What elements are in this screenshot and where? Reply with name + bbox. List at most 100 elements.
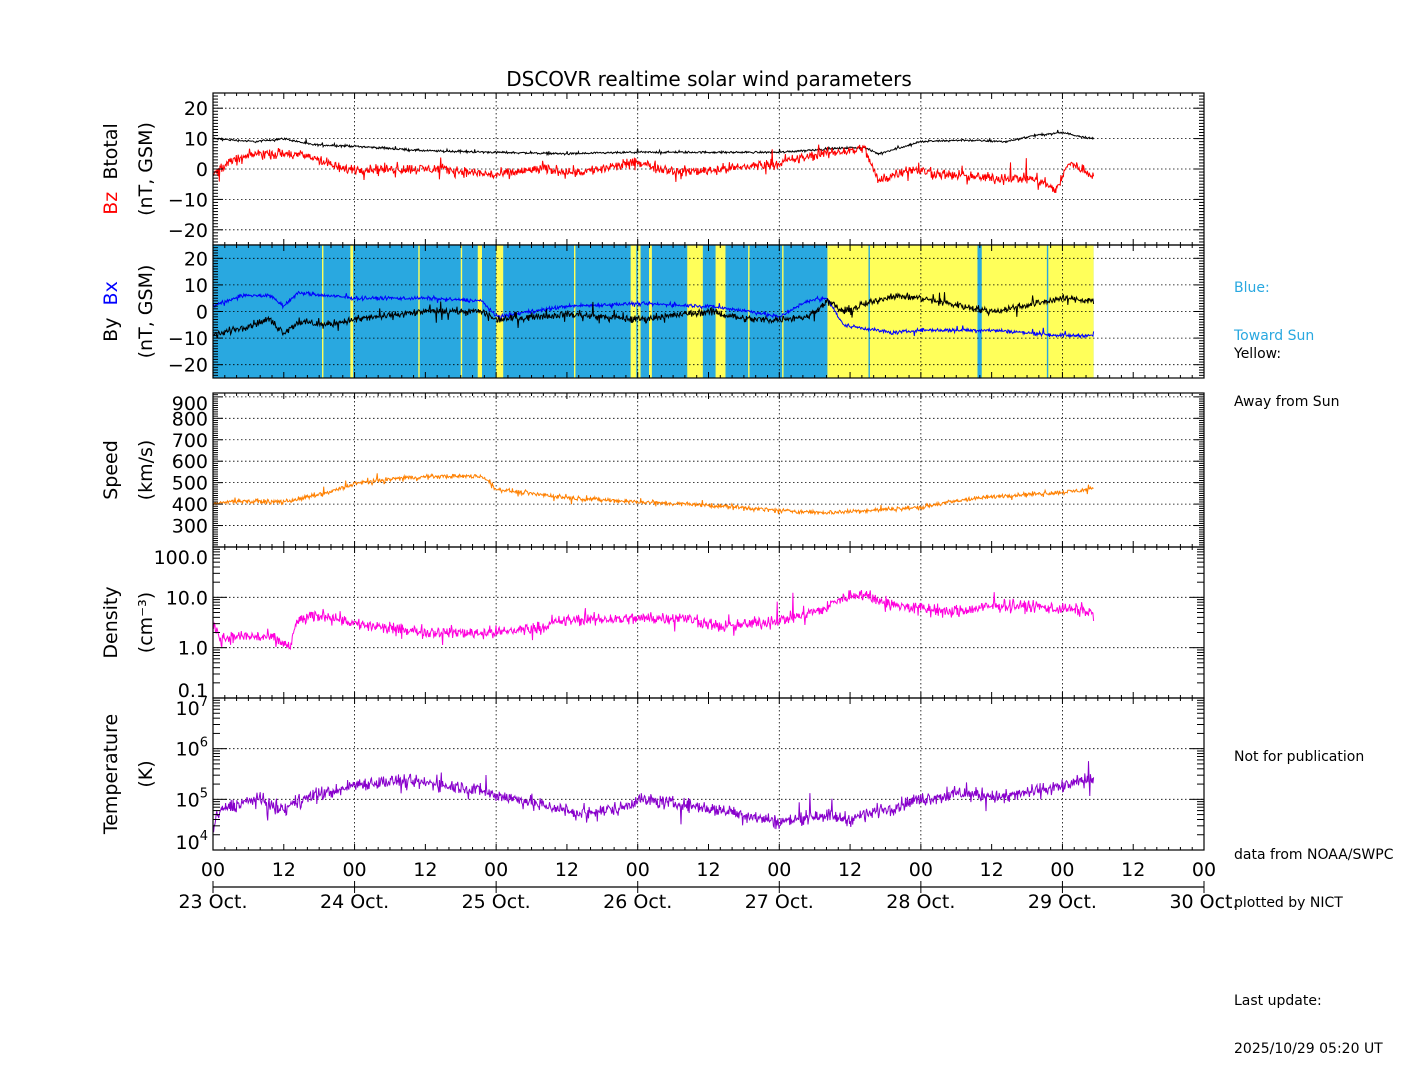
away-sun-band (574, 245, 576, 378)
away-sun-band (418, 245, 420, 378)
y-axis-unit: (nT, GSM) (135, 122, 157, 216)
legend-blue-desc: Toward Sun (1234, 328, 1315, 344)
away-sun-band (322, 245, 324, 378)
y-tick-label: 1.0 (178, 638, 208, 660)
solar-wind-chart: DSCOVR realtime solar wind parameters 20… (100, 67, 1239, 913)
away-sun-band (350, 245, 354, 378)
chart-title: DSCOVR realtime solar wind parameters (506, 67, 912, 91)
panel-frame (212, 697, 1205, 851)
x-hour-label: 12 (1121, 859, 1145, 881)
y-axis-label-part: Btotal (100, 123, 122, 192)
y-tick-label: 104 (176, 829, 208, 854)
away-sun-band (715, 245, 726, 378)
y-tick-label: 100.0 (154, 547, 208, 569)
y-axis-unit: (K) (135, 760, 157, 787)
y-tick-label: 800 (172, 408, 208, 430)
y-axis-label-part: Bx (100, 281, 122, 317)
y-tick-label: 10 (184, 129, 208, 151)
series-bx (213, 290, 1095, 339)
legend-blue-title: Blue: (1234, 280, 1270, 296)
y-axis-label-part: Density (100, 586, 122, 658)
y-axis-label-part: Temperature (100, 714, 122, 835)
away-sun-band (782, 245, 784, 378)
x-hour-label: 00 (484, 859, 508, 881)
x-date-label: 25 Oct. (462, 891, 531, 913)
series-density (213, 590, 1095, 651)
away-sun-band (496, 245, 504, 378)
series-temperature (213, 761, 1095, 833)
x-hour-label: 00 (342, 859, 366, 881)
x-hour-label: 12 (838, 859, 862, 881)
x-hour-label: 00 (767, 859, 791, 881)
x-date-label: 30 Oct. (1169, 891, 1238, 913)
legend-blue: Blue: Toward Sun (1234, 248, 1314, 360)
x-hour-label: 00 (1192, 859, 1216, 881)
y-axis-unit: (km/s) (135, 440, 157, 501)
y-tick-label: 20 (184, 248, 208, 270)
panel-frame (212, 392, 1205, 548)
x-hour-label: 12 (413, 859, 437, 881)
y-axis-label: Temperature (100, 714, 122, 835)
y-tick-label: −10 (168, 189, 208, 211)
legend-yellow: Yellow: Away from Sun (1234, 314, 1339, 426)
legend-yellow-title: Yellow: (1234, 346, 1282, 362)
series-speed (213, 473, 1094, 516)
x-hour-label: 00 (1050, 859, 1074, 881)
y-tick-label: 0.1 (178, 680, 208, 702)
panels: 20 10 0 −10 −20 Bz Btotal (nT, GSM) 20 10 0 −10 −20… (100, 92, 1205, 854)
note-last-update-value: 2025/10/29 05:20 UT (1234, 1041, 1383, 1057)
x-date-label: 29 Oct. (1028, 891, 1097, 913)
y-tick-label: 400 (172, 494, 208, 516)
toward-sun-band (1046, 245, 1049, 378)
note-last-update-label: Last update: (1234, 993, 1322, 1009)
y-axis-unit: (cm⁻³) (135, 592, 157, 653)
y-axis-label-part: Speed (100, 440, 122, 500)
away-sun-band (637, 245, 641, 378)
y-tick-label: 0 (196, 159, 208, 181)
series-by (213, 292, 1095, 339)
y-tick-label: 20 (184, 98, 208, 120)
y-axis-label: Density (100, 586, 122, 658)
y-tick-label: 105 (176, 786, 208, 811)
x-hour-label: 12 (980, 859, 1004, 881)
y-axis-label: Speed (100, 440, 122, 500)
x-hour-label: 00 (909, 859, 933, 881)
y-tick-label: 500 (172, 473, 208, 495)
x-hour-label: 12 (272, 859, 296, 881)
y-tick-label: 10 (184, 275, 208, 297)
y-axis-label: By Bx (100, 281, 122, 342)
y-axis-label-part: By (100, 318, 122, 342)
y-axis-label-part: Bz (100, 192, 122, 215)
y-tick-label: 700 (172, 430, 208, 452)
y-tick-label: −20 (168, 355, 208, 377)
note-plotted-by: plotted by NICT (1234, 895, 1343, 911)
y-tick-label: 600 (172, 451, 208, 473)
note-data-source: data from NOAA/SWPC (1234, 847, 1394, 863)
x-hour-label: 00 (626, 859, 650, 881)
y-tick-label: −10 (168, 328, 208, 350)
panel-mag-z: 20 10 0 −10 −20 Bz Btotal (nT, GSM) (100, 92, 1205, 246)
y-axis-unit: (nT, GSM) (135, 265, 157, 359)
y-tick-label: 900 (172, 393, 208, 415)
panel-density: 100.0 10.0 1.0 0.1 Density (cm⁻³) (100, 546, 1205, 702)
y-tick-label: 300 (172, 516, 208, 538)
series-bz (213, 144, 1095, 193)
x-date-label: 27 Oct. (745, 891, 814, 913)
panel-mag-xy: 20 10 0 −10 −20 By Bx (nT, GSM) (100, 244, 1205, 379)
x-date-label: 24 Oct. (320, 891, 389, 913)
note-not-for-publication: Not for publication (1234, 749, 1365, 765)
y-tick-label: −20 (168, 220, 208, 242)
x-hour-label: 12 (555, 859, 579, 881)
x-hour-label: 00 (201, 859, 225, 881)
panel-temperature: 107 106 105 104 Temperature (K) (100, 695, 1205, 854)
y-tick-label: 10.0 (166, 587, 208, 609)
x-axis: 00 12 00 12 00 12 00 12 00 12 00 12 00 12 00 23 Oct. 24 … (178, 859, 1238, 913)
legend-yellow-desc: Away from Sun (1234, 394, 1340, 410)
notes: Not for publication data from NOAA/SWPC … (1234, 717, 1393, 1073)
x-date-label: 23 Oct. (178, 891, 247, 913)
x-date-label: 26 Oct. (603, 891, 672, 913)
x-hour-label: 12 (696, 859, 720, 881)
y-tick-label: 107 (176, 695, 208, 720)
y-tick-label: 106 (176, 736, 208, 761)
